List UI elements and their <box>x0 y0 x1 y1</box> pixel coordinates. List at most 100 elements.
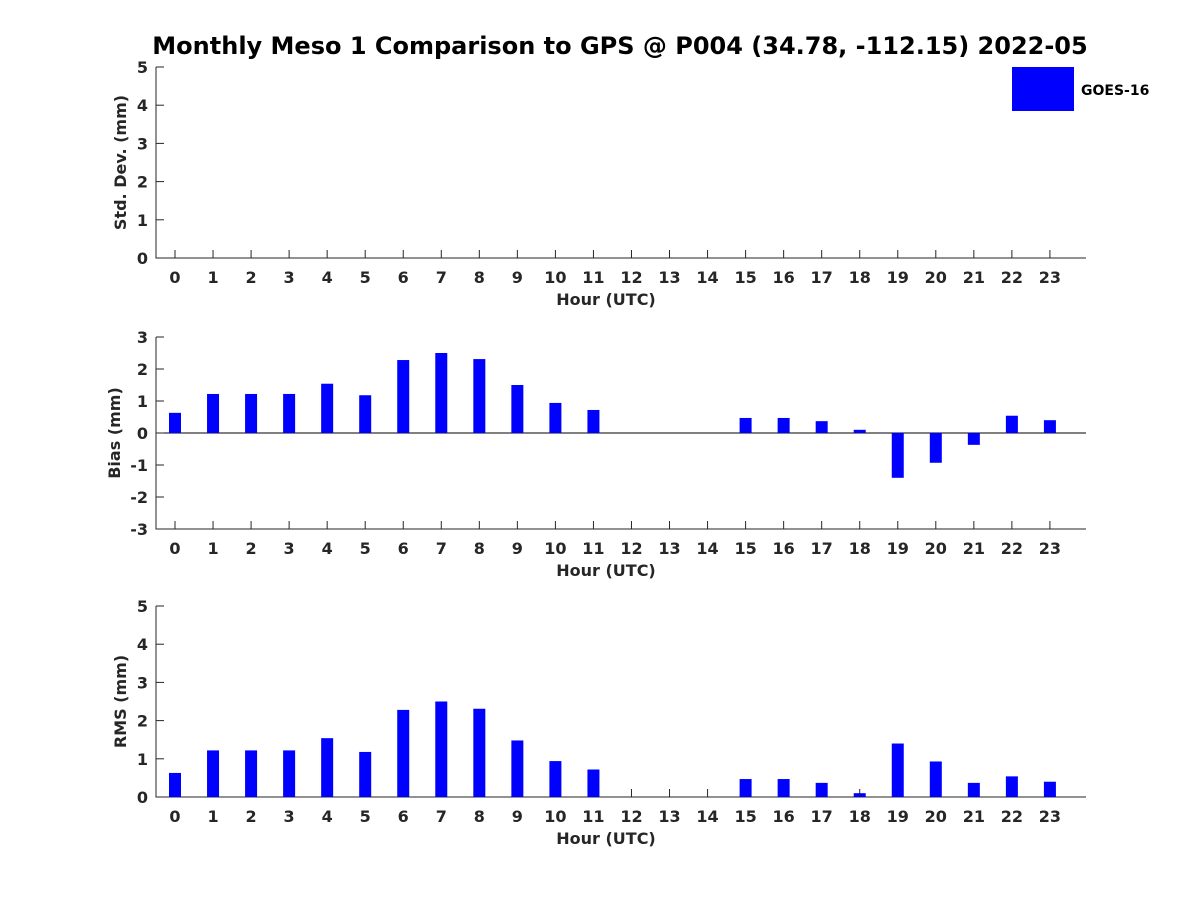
axis-lines <box>155 606 1086 798</box>
y-axis-label: Bias (mm) <box>105 387 124 479</box>
x-tick-label: 23 <box>1039 539 1061 558</box>
x-tick-label: 19 <box>887 268 909 287</box>
x-tick-label: 2 <box>246 539 257 558</box>
bar <box>511 740 524 797</box>
x-tick-label: 3 <box>284 539 295 558</box>
y-axis-label: Std. Dev. (mm) <box>111 95 130 230</box>
x-tick-label: 7 <box>436 268 447 287</box>
bar <box>359 751 372 797</box>
x-tick-label: 19 <box>887 807 909 826</box>
x-tick-label: 13 <box>658 807 680 826</box>
x-tick-label: 12 <box>620 268 642 287</box>
y-tick-label: 0 <box>137 788 148 807</box>
x-tick-label: 19 <box>887 539 909 558</box>
x-tick-label: 13 <box>658 539 680 558</box>
bar <box>853 429 866 433</box>
x-tick-label: 10 <box>544 807 566 826</box>
bar <box>321 738 334 797</box>
bar <box>1005 776 1018 797</box>
x-tick-label: 10 <box>544 268 566 287</box>
x-tick-label: 12 <box>620 539 642 558</box>
x-tick-label: 9 <box>512 807 523 826</box>
x-axis-label: Hour (UTC) <box>556 561 656 580</box>
x-tick-label: 4 <box>322 539 333 558</box>
y-tick-label: 4 <box>137 96 148 115</box>
x-tick-label: 10 <box>544 539 566 558</box>
bar <box>207 750 220 797</box>
x-tick-label: 17 <box>811 268 833 287</box>
y-tick-label: 0 <box>137 249 148 268</box>
x-tick-label: 17 <box>811 807 833 826</box>
bar <box>777 417 790 433</box>
y-tick-label: -3 <box>130 520 148 539</box>
x-tick-label: 14 <box>696 807 718 826</box>
x-tick-label: 9 <box>512 268 523 287</box>
y-tick-label: 2 <box>137 173 148 192</box>
bar <box>1043 420 1056 433</box>
bar <box>397 360 410 433</box>
x-tick-label: 18 <box>849 268 871 287</box>
y-tick-label: -2 <box>130 488 148 507</box>
x-tick-label: 16 <box>773 807 795 826</box>
bar <box>359 395 372 433</box>
legend: GOES-16 <box>1012 67 1149 111</box>
bar <box>549 402 562 433</box>
x-tick-label: 21 <box>963 807 985 826</box>
y-tick-label: 2 <box>137 712 148 731</box>
x-tick-label: 4 <box>322 807 333 826</box>
x-axis-label: Hour (UTC) <box>556 290 656 309</box>
bar <box>929 761 942 797</box>
x-tick-label: 20 <box>925 268 947 287</box>
y-axis-label: RMS (mm) <box>111 655 130 748</box>
bar <box>929 433 942 463</box>
x-tick-label: 0 <box>169 268 180 287</box>
x-tick-label: 22 <box>1001 807 1023 826</box>
x-tick-label: 1 <box>207 807 218 826</box>
bar <box>473 708 486 797</box>
x-tick-label: 1 <box>207 539 218 558</box>
x-tick-label: 14 <box>696 539 718 558</box>
x-tick-label: 2 <box>246 807 257 826</box>
x-tick-label: 8 <box>474 539 485 558</box>
legend-label: GOES-16 <box>1081 83 1149 99</box>
bar <box>397 709 410 797</box>
bar <box>207 393 220 433</box>
bar <box>321 383 334 433</box>
bar <box>967 782 980 797</box>
bar <box>891 433 904 478</box>
bar <box>815 421 828 433</box>
x-tick-label: 2 <box>246 268 257 287</box>
x-tick-label: 16 <box>773 268 795 287</box>
x-tick-label: 20 <box>925 807 947 826</box>
x-tick-label: 4 <box>322 268 333 287</box>
bar <box>511 385 524 433</box>
x-tick-label: 15 <box>734 539 756 558</box>
bar <box>853 793 866 797</box>
bar <box>245 393 258 433</box>
x-tick-label: 11 <box>582 539 604 558</box>
bar <box>169 772 181 797</box>
x-tick-label: 6 <box>398 268 409 287</box>
x-tick-label: 15 <box>734 268 756 287</box>
x-tick-label: 11 <box>582 268 604 287</box>
bar <box>435 353 448 433</box>
x-tick-label: 3 <box>284 268 295 287</box>
x-tick-label: 3 <box>284 807 295 826</box>
bar <box>777 779 790 797</box>
x-tick-label: 22 <box>1001 268 1023 287</box>
x-tick-label: 18 <box>849 539 871 558</box>
x-tick-label: 11 <box>582 807 604 826</box>
x-tick-label: 7 <box>436 807 447 826</box>
bar <box>891 743 904 797</box>
x-tick-label: 1 <box>207 268 218 287</box>
x-tick-label: 0 <box>169 539 180 558</box>
legend-swatch <box>1012 67 1074 111</box>
bar <box>587 769 600 797</box>
bar <box>169 412 181 433</box>
bar <box>739 417 752 433</box>
y-tick-label: 4 <box>137 635 148 654</box>
x-tick-label: 8 <box>474 268 485 287</box>
